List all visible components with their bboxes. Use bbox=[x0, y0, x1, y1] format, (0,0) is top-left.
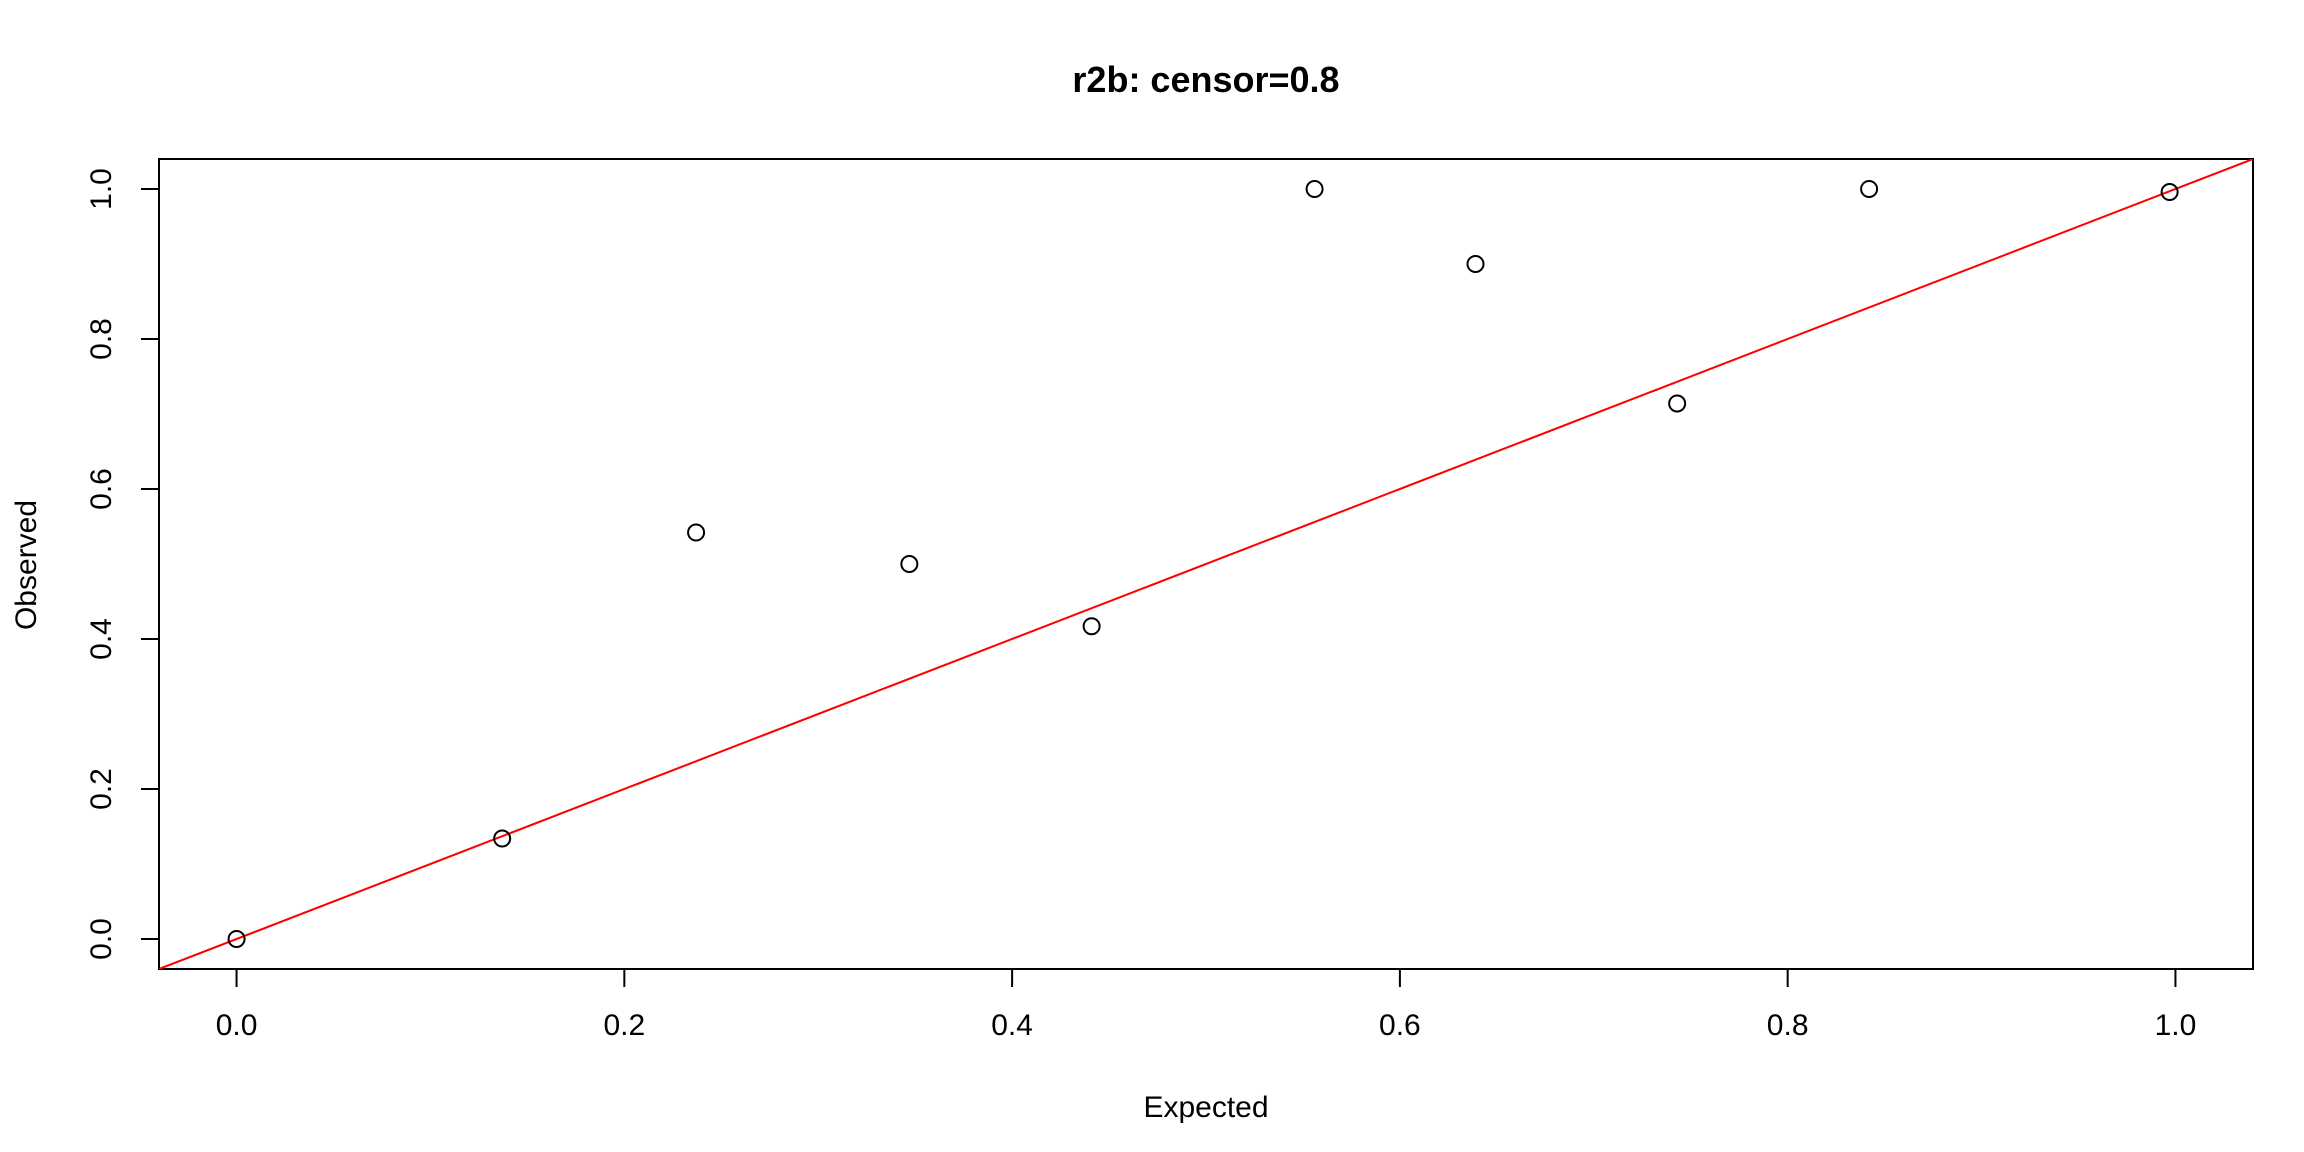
x-axis-title: Expected bbox=[1143, 1091, 1268, 1124]
x-tick-label: 0.2 bbox=[603, 1009, 645, 1042]
x-tick-label: 0.6 bbox=[1379, 1009, 1421, 1042]
y-tick-label: 0.0 bbox=[85, 918, 118, 960]
y-tick-label: 0.8 bbox=[85, 318, 118, 360]
data-point bbox=[1305, 180, 1324, 198]
y-tick-label: 1.0 bbox=[85, 168, 118, 210]
data-point bbox=[687, 523, 706, 542]
y-tick-label: 0.4 bbox=[85, 618, 118, 660]
x-tick-label: 1.0 bbox=[2155, 1009, 2197, 1042]
x-tick-label: 0.4 bbox=[991, 1009, 1033, 1042]
data-point bbox=[1668, 394, 1687, 413]
reference-line bbox=[159, 159, 2253, 969]
x-tick-label: 0.8 bbox=[1767, 1009, 1809, 1042]
data-point bbox=[1466, 255, 1485, 273]
data-point bbox=[227, 930, 246, 948]
data-point bbox=[493, 829, 512, 848]
data-point bbox=[900, 555, 919, 573]
data-point bbox=[2160, 183, 2179, 201]
data-point bbox=[1082, 617, 1101, 636]
data-point bbox=[1860, 180, 1879, 198]
y-axis-title: Observed bbox=[10, 500, 43, 630]
y-tick-label: 0.6 bbox=[85, 468, 118, 510]
chart-title: r2b: censor=0.8 bbox=[1072, 59, 1339, 100]
plot-area: 0.0 0.2 0.4 0.6 0.8 1.0 0.0 0.2 0.4 0.6 0.8 1.0 bbox=[85, 158, 2254, 1042]
y-tick-label: 0.2 bbox=[85, 768, 118, 810]
x-tick-label: 0.0 bbox=[216, 1009, 258, 1042]
